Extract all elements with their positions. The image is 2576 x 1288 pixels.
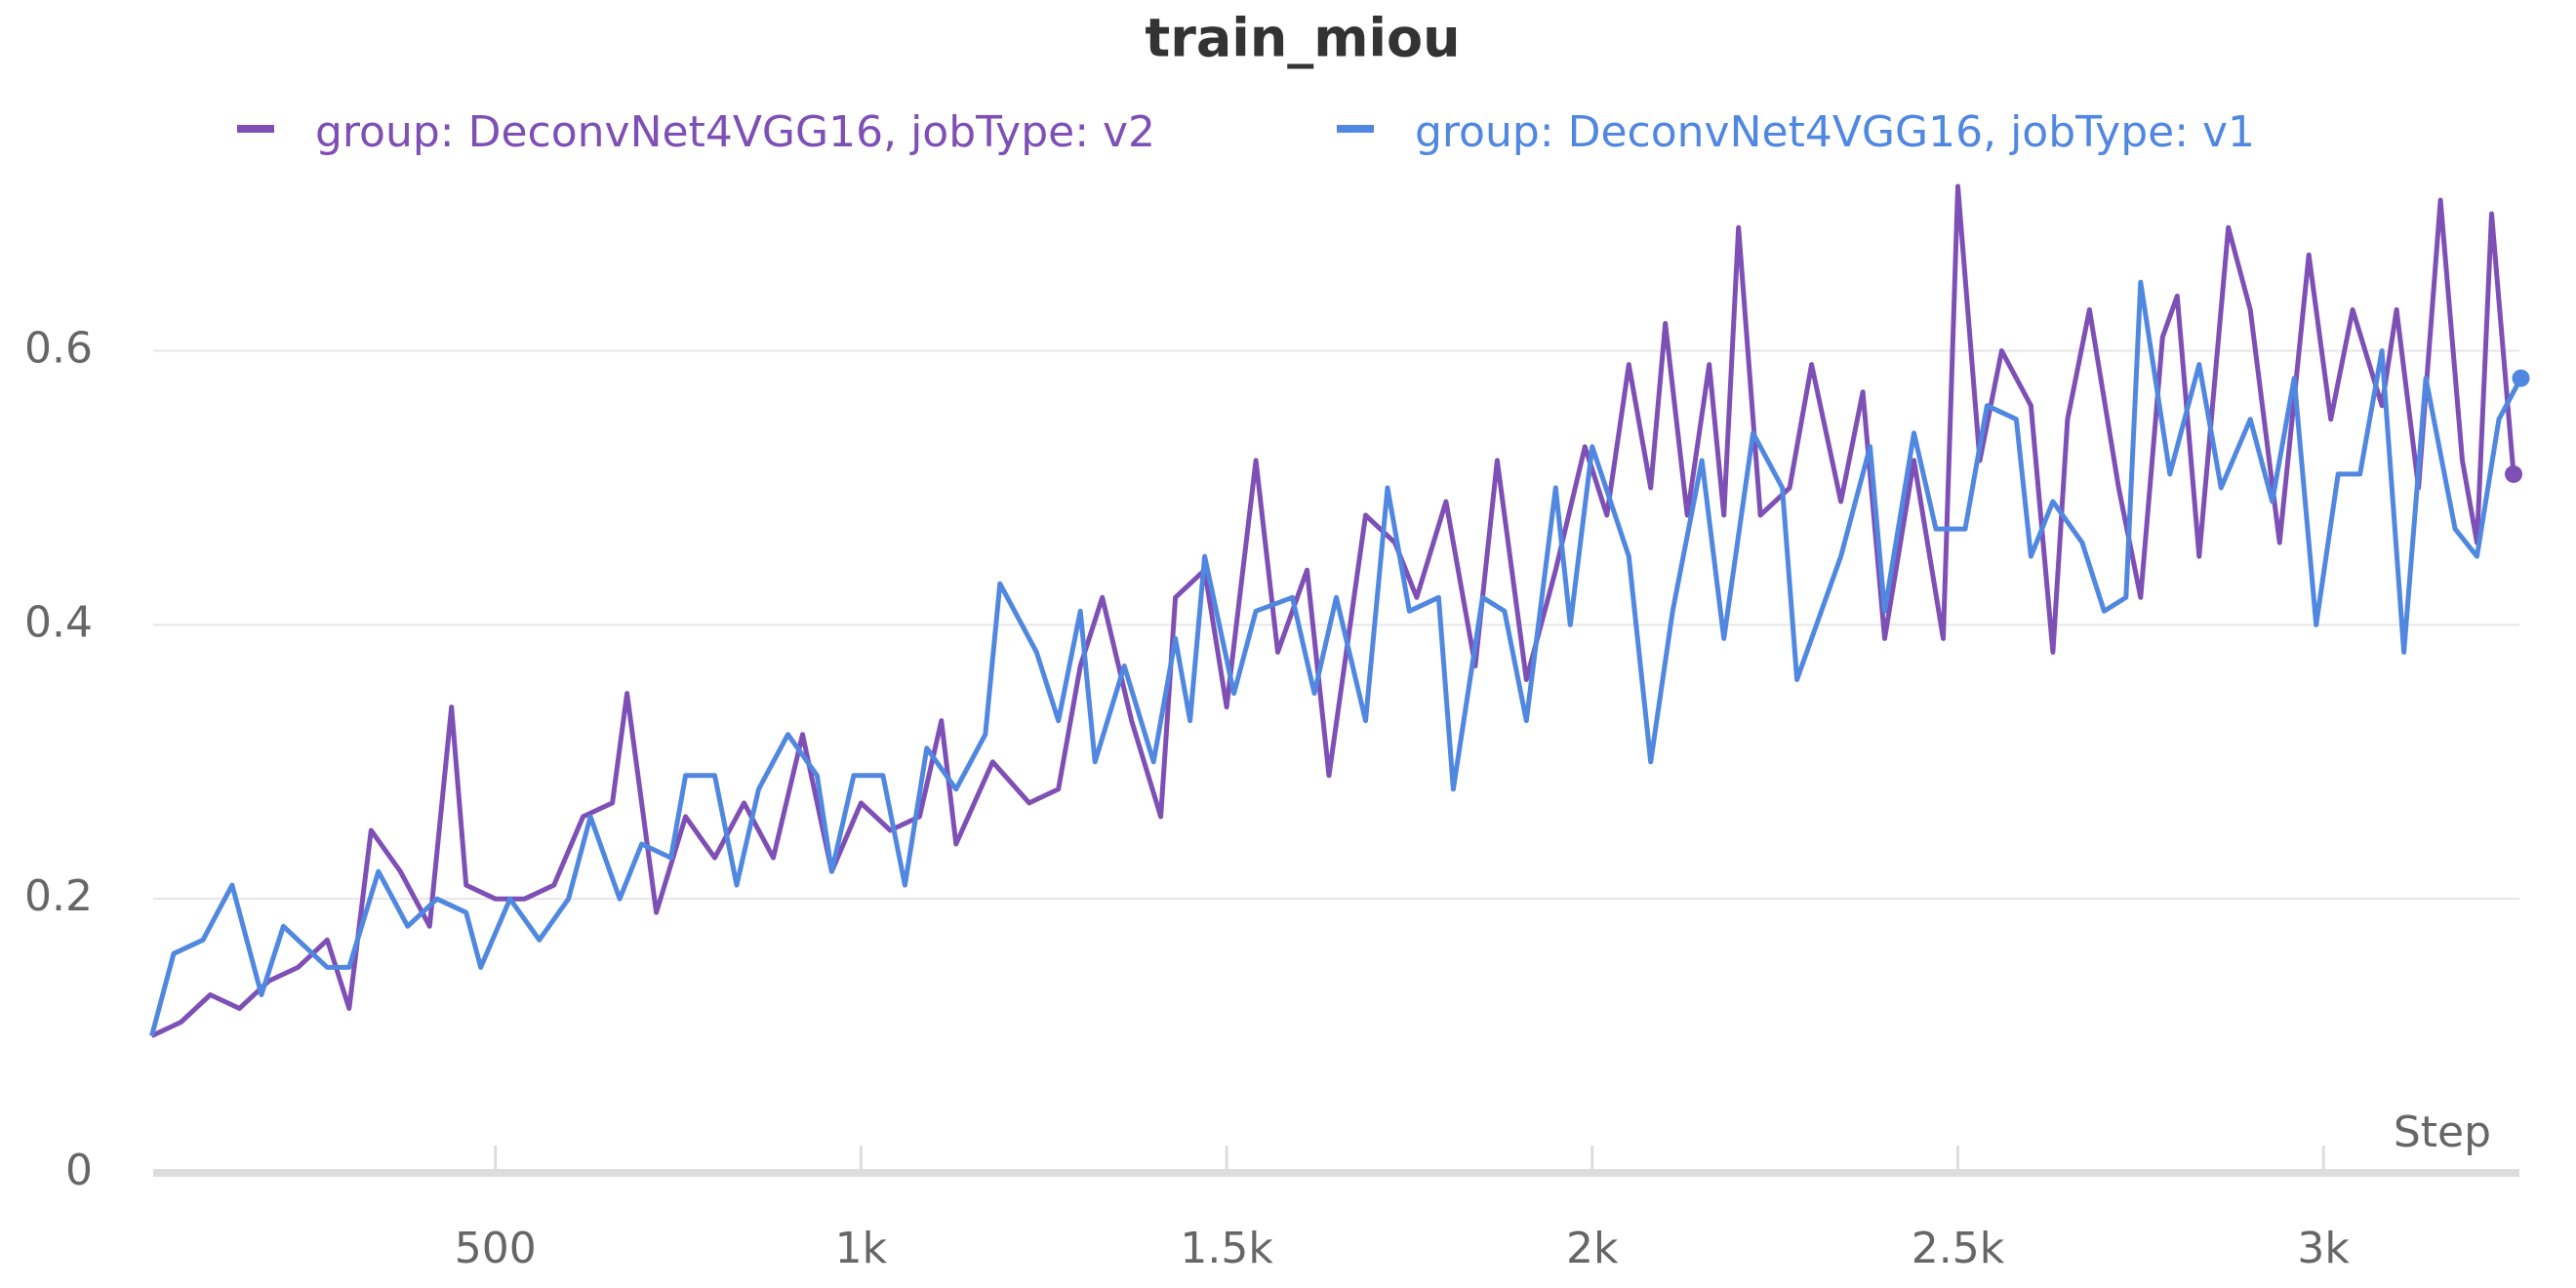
x-tick-label: 500 xyxy=(455,1224,537,1273)
series-line xyxy=(149,279,2523,1037)
chart-title: train_miou xyxy=(1145,8,1460,69)
y-tick-label: 0.4 xyxy=(24,597,93,647)
legend-label: group: DeconvNet4VGG16, jobType: v2 xyxy=(315,107,1155,157)
x-tick-label: 3k xyxy=(2297,1224,2350,1273)
y-tick-label: 0 xyxy=(65,1146,93,1195)
x-axis-label: Step xyxy=(2394,1107,2491,1157)
y-tick-label: 0.6 xyxy=(24,324,93,374)
legend-label: group: DeconvNet4VGG16, jobType: v1 xyxy=(1415,107,2255,157)
y-tick-label: 0.2 xyxy=(24,871,93,921)
x-tick-label: 2.5k xyxy=(1912,1224,2005,1273)
x-tick-label: 1k xyxy=(835,1224,888,1273)
x-tick-label: 2k xyxy=(1566,1224,1619,1273)
series-line xyxy=(150,183,2516,1038)
end-point xyxy=(2505,464,2523,483)
x-tick-label: 1.5k xyxy=(1180,1224,1273,1273)
end-point xyxy=(2512,369,2530,387)
